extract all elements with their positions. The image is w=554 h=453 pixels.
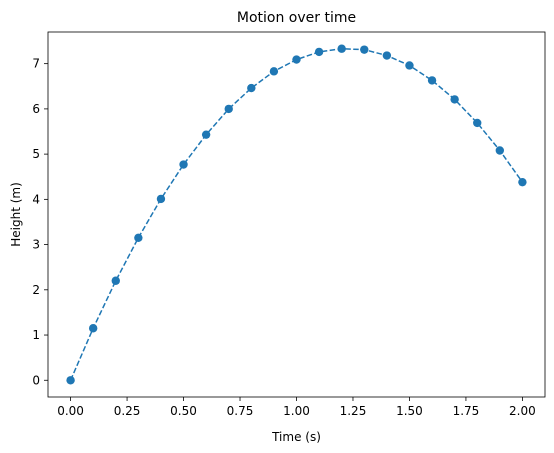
- chart-title: Motion over time: [237, 10, 356, 26]
- data-point: [156, 194, 166, 204]
- x-tick-label: 0.75: [227, 404, 254, 418]
- data-point: [382, 51, 392, 60]
- data-point: [292, 55, 301, 64]
- x-axis-label: Time (s): [271, 430, 321, 444]
- y-axis: 0 1 2 3 4 5 6 7: [32, 57, 48, 387]
- y-axis-label: Height (m): [9, 182, 23, 247]
- y-tick-label: 6: [32, 102, 40, 116]
- x-tick-label: 2.00: [509, 404, 536, 418]
- y-tick-label: 1: [32, 328, 40, 342]
- y-tick-label: 2: [32, 283, 40, 297]
- data-point: [473, 118, 482, 128]
- y-tick-label: 5: [32, 147, 40, 161]
- x-tick-label: 1.75: [453, 404, 480, 418]
- y-tick-label: 7: [32, 57, 40, 71]
- plot-area: [48, 32, 545, 397]
- data-point: [201, 130, 211, 139]
- x-tick-label: 0.25: [114, 404, 141, 418]
- data-point: [224, 104, 233, 114]
- data-point: [360, 45, 369, 54]
- y-tick-label: 0: [32, 373, 40, 387]
- x-tick-label: 0.00: [57, 404, 84, 418]
- data-point: [88, 324, 98, 333]
- data-point: [134, 233, 143, 242]
- data-point: [495, 146, 505, 155]
- x-tick-label: 1.25: [340, 404, 367, 418]
- data-point: [518, 177, 527, 187]
- data-point: [66, 376, 75, 385]
- x-tick-label: 1.00: [283, 404, 310, 418]
- data-point: [111, 276, 120, 285]
- y-tick-label: 3: [32, 238, 40, 252]
- data-point: [405, 61, 414, 70]
- y-tick-label: 4: [32, 192, 40, 206]
- x-tick-label: 1.50: [396, 404, 423, 418]
- data-point: [337, 44, 346, 53]
- data-point: [450, 95, 459, 104]
- series-layer: [66, 44, 527, 385]
- x-tick-label: 0.50: [170, 404, 197, 418]
- data-point: [314, 47, 324, 57]
- x-axis: 0.00 0.25 0.50 0.75 1.00 1.25 1.50 1.75 2.00: [57, 397, 536, 418]
- data-point: [247, 83, 256, 93]
- data-point: [269, 67, 279, 76]
- plot-frame: [47, 31, 546, 398]
- data-point: [427, 76, 437, 85]
- data-point: [179, 160, 188, 169]
